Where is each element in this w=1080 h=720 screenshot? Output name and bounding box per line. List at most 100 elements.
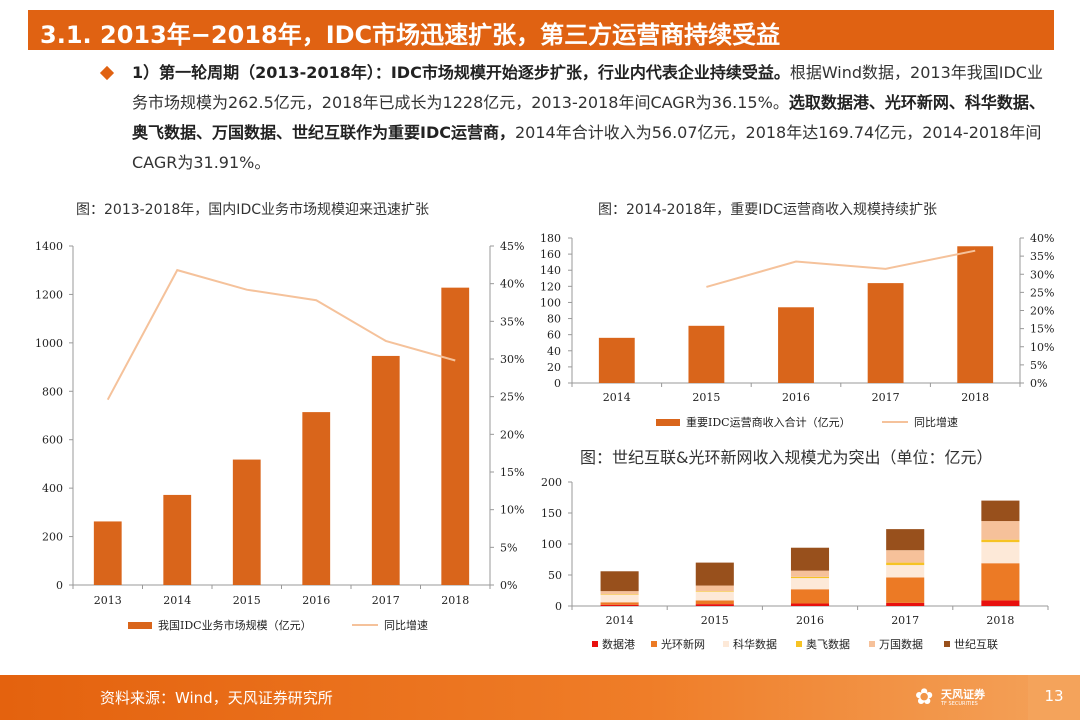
chart3-legend-swatch	[944, 641, 950, 647]
chart1-right-tick-label: 15%	[500, 466, 524, 479]
chart3-stack-segment	[886, 529, 925, 551]
chart1-left-tick-label: 400	[42, 482, 63, 495]
chart3-stack-segment	[886, 550, 925, 563]
chart3-stack-segment	[981, 539, 1020, 543]
chart3-stack-segment	[695, 562, 734, 586]
page-number: 13	[1044, 687, 1064, 705]
chart1-legend-bar-swatch	[128, 622, 152, 629]
chart3-legend-swatch	[796, 641, 802, 647]
chart3-x-tick-label: 2018	[986, 614, 1014, 627]
chart1-x-tick-label: 2013	[94, 594, 122, 607]
chart2-right-tick-label: 20%	[1030, 305, 1054, 318]
chart2-left-tick-label: 120	[540, 280, 561, 293]
company-logo: ✿ 天风证券 TF SECURITIES	[915, 683, 1005, 713]
chart2-legend-bar-label: 重要IDC运营商收入合计（亿元）	[686, 415, 851, 429]
chart2-x-tick-label: 2017	[872, 391, 900, 404]
logo-text: 天风证券	[941, 688, 985, 701]
chart3-legend-swatch	[592, 641, 598, 647]
chart1-x-tick-label: 2014	[163, 594, 191, 607]
chart3-legend-label: 万国数据	[879, 637, 923, 651]
chart3-legend-label: 科华数据	[733, 637, 777, 651]
chart2-right-tick-label: 0%	[1030, 377, 1047, 390]
chart3-stack-segment	[695, 604, 734, 606]
chart1-bar	[232, 459, 261, 585]
chart2-x-tick-label: 2014	[603, 391, 631, 404]
chart1-left-tick-label: 1000	[35, 337, 63, 350]
chart3-legend-swatch	[651, 641, 657, 647]
chart1-bar	[371, 355, 400, 585]
paragraph-bold-1: 1）第一轮周期（2013-2018年）：IDC市场规模开始逐步扩张，行业内代表企…	[132, 63, 790, 82]
chart1-right-tick-label: 5%	[500, 541, 517, 554]
chart2-right-tick-label: 30%	[1030, 268, 1054, 281]
page-number-box: 13	[1028, 675, 1080, 720]
chart2-left-tick-label: 180	[540, 232, 561, 245]
paragraph-text-2: 2014年合计收入为56.07亿元，2018年达169.74亿元，2014-20…	[132, 123, 1042, 172]
chart1-right-tick-label: 30%	[500, 353, 524, 366]
chart3-stack-segment	[790, 570, 830, 577]
chart1-right-tick-label: 20%	[500, 428, 524, 441]
chart3-x-tick-label: 2016	[796, 614, 824, 627]
chart3-left-tick-label: 200	[541, 476, 562, 489]
chart3-legend-label: 世纪互联	[954, 638, 998, 651]
chart3-stack-segment	[695, 585, 734, 592]
chart2-x-tick-label: 2015	[692, 391, 720, 404]
chart3-x-tick-label: 2014	[606, 614, 634, 627]
chart2-left-tick-label: 100	[540, 296, 561, 309]
chart3-stack-segment	[981, 563, 1020, 601]
page-title: 3.1. 2013年−2018年，IDC市场迅速扩张，第三方运营商持续受益	[40, 21, 781, 49]
chart2-right-tick-label: 25%	[1030, 286, 1054, 299]
chart2-bar	[867, 283, 904, 383]
chart3-stack-segment	[981, 500, 1020, 522]
chart2-x-tick-label: 2016	[782, 391, 810, 404]
chart2-right-tick-label: 40%	[1030, 232, 1054, 245]
chart2-bar	[778, 307, 814, 383]
chart2-left-tick-label: 140	[540, 264, 561, 277]
chart3-stack-segment	[981, 542, 1020, 564]
chart1-legend-bar-label: 我国IDC业务市场规模（亿元）	[158, 618, 312, 632]
chart3-stack-segment	[790, 576, 830, 579]
footer-source: 资料来源：Wind，天风证券研究所	[100, 689, 333, 707]
chart1-right-tick-label: 40%	[500, 278, 524, 291]
chart2-bar	[688, 325, 725, 383]
chart1-bar	[441, 287, 470, 585]
chart1-growth-line	[106, 268, 456, 401]
chart3-x-tick-label: 2017	[891, 614, 919, 627]
chart2-caption: 图：2014-2018年，重要IDC运营商收入规模持续扩张	[598, 202, 937, 218]
chart1-left-tick-label: 1400	[35, 240, 63, 253]
chart2-x-tick-label: 2018	[961, 391, 989, 404]
chart3-stack-segment	[790, 589, 830, 604]
chart2-left-tick-label: 60	[547, 329, 561, 342]
logo-subtext: TF SECURITIES	[941, 701, 978, 707]
chart1-right-tick-label: 10%	[500, 504, 524, 517]
chart2-legend-bar-swatch	[656, 419, 680, 426]
footer-bar: 资料来源：Wind，天风证券研究所 ✿ 天风证券 TF SECURITIES	[0, 675, 1080, 720]
chart3-legend-swatch	[723, 641, 729, 647]
logo-flower-icon: ✿	[915, 685, 934, 710]
chart1-left-tick-label: 600	[42, 434, 63, 447]
chart3-left-tick-label: 0	[555, 600, 562, 613]
chart3-stack-segment	[886, 577, 925, 603]
chart3-x-tick-label: 2015	[701, 614, 729, 627]
chart3-stack-segment	[695, 591, 734, 601]
chart3-left-tick-label: 100	[541, 538, 562, 551]
chart2-right-tick-label: 5%	[1030, 359, 1047, 372]
chart2-left-tick-label: 0	[554, 377, 561, 390]
chart1-legend-line-label: 同比增速	[384, 618, 428, 632]
title-bar: 3.1. 2013年−2018年，IDC市场迅速扩张，第三方运营商持续受益	[28, 10, 1054, 50]
chart3-stack-segment	[790, 547, 830, 571]
chart1-right-tick-label: 25%	[500, 391, 524, 404]
chart3-stack-segment	[886, 562, 925, 566]
chart2-right-tick-label: 10%	[1030, 341, 1054, 354]
chart3-stack-segment	[981, 600, 1020, 606]
chart2-bar	[598, 337, 635, 383]
chart3-stack-segment	[600, 591, 639, 595]
chart3-caption: 图：世纪互联&光环新网收入规模尤为突出（单位：亿元）	[580, 448, 993, 467]
chart3-stack-segment	[886, 565, 925, 578]
chart3-legend-swatch	[869, 641, 875, 647]
chart1-bar	[163, 494, 192, 585]
chart2-right-tick-label: 15%	[1030, 323, 1054, 336]
chart2-legend-line-label: 同比增速	[914, 415, 958, 429]
chart2-bar	[957, 246, 994, 383]
chart2-left-tick-label: 160	[540, 248, 561, 261]
